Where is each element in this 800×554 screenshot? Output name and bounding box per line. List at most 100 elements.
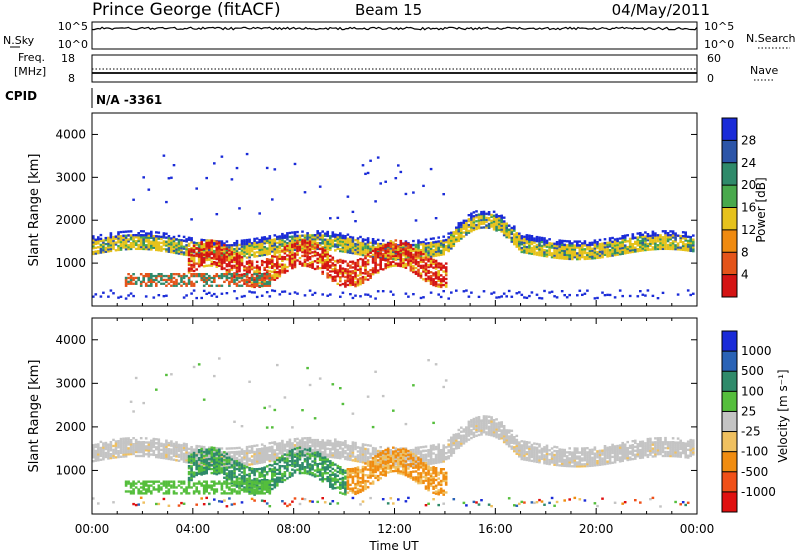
power-cell xyxy=(548,247,551,251)
velocity-cell xyxy=(150,492,153,495)
velocity-cell xyxy=(293,447,297,451)
power-cell xyxy=(190,265,193,269)
power-cell xyxy=(114,235,118,238)
velocity-cell xyxy=(243,482,246,485)
power-cell xyxy=(127,244,130,247)
power-cell xyxy=(379,256,382,259)
power-cell xyxy=(386,258,390,261)
power-cell xyxy=(318,232,322,235)
velocity-cell xyxy=(208,462,211,465)
power-cell xyxy=(563,247,566,251)
power-cell xyxy=(223,259,226,262)
power-cell xyxy=(444,246,448,250)
power-cell xyxy=(268,273,272,276)
power-cell xyxy=(649,240,652,244)
power-cell xyxy=(208,245,211,248)
power-cell xyxy=(671,232,675,235)
power-cell xyxy=(603,249,607,253)
velocity-cell xyxy=(165,484,168,487)
velocity-cell xyxy=(200,469,203,472)
power-cell xyxy=(359,243,362,247)
power-cell xyxy=(359,235,362,239)
power-cell xyxy=(467,223,471,227)
power-cell xyxy=(671,240,675,243)
velocity-cell xyxy=(233,502,236,506)
power-cell xyxy=(369,241,372,245)
power-cell xyxy=(273,278,277,281)
power-cell xyxy=(240,245,244,248)
power-cell xyxy=(492,228,496,231)
power-cell xyxy=(576,244,579,247)
velocity-cell xyxy=(124,453,128,456)
power-cell xyxy=(409,249,413,253)
power-cell xyxy=(308,245,312,249)
power-cell xyxy=(606,293,609,297)
power-cell xyxy=(215,295,219,298)
power-cell xyxy=(107,242,110,245)
power-cell xyxy=(578,257,582,261)
power-cell xyxy=(243,280,246,284)
power-cell xyxy=(424,274,428,277)
power-cell xyxy=(414,255,418,258)
power-cell xyxy=(255,274,259,277)
power-cell xyxy=(399,249,403,252)
velocity-cell xyxy=(124,490,128,493)
power-cell xyxy=(634,248,637,251)
velocity-cell xyxy=(202,450,206,454)
power-cell xyxy=(412,265,415,268)
power-cell xyxy=(273,272,277,276)
power-cell xyxy=(346,249,350,252)
velocity-cell xyxy=(172,482,176,485)
power-cell xyxy=(331,270,335,273)
power-cell xyxy=(507,234,511,237)
power-cell xyxy=(649,238,652,242)
power-cell xyxy=(608,254,612,258)
velocity-cell xyxy=(162,492,166,495)
power-cell xyxy=(276,255,279,258)
power-cell xyxy=(273,248,277,251)
power-cell xyxy=(187,271,191,274)
power-cell xyxy=(291,257,294,260)
power-cell xyxy=(621,294,624,298)
power-cell xyxy=(182,282,186,285)
velocity-cell xyxy=(273,466,277,469)
power-cell xyxy=(674,236,677,239)
power-cell xyxy=(455,238,458,241)
power-cell xyxy=(644,241,647,244)
velocity-cell xyxy=(190,446,193,449)
power-cell xyxy=(611,254,614,257)
power-cell xyxy=(437,246,440,249)
power-cell xyxy=(213,280,216,284)
power-cell xyxy=(439,262,443,265)
power-cell xyxy=(187,242,191,246)
power-cell xyxy=(278,273,282,276)
velocity-cell xyxy=(218,462,221,465)
power-cell xyxy=(641,245,645,248)
power-cell xyxy=(308,242,312,245)
power-cell xyxy=(316,247,319,251)
power-cell xyxy=(470,291,473,294)
velocity-cell xyxy=(225,447,229,450)
power-cell xyxy=(354,271,357,274)
power-cell xyxy=(205,264,208,267)
velocity-cell xyxy=(132,490,135,493)
velocity-cell xyxy=(293,465,297,468)
power-cell xyxy=(119,236,123,240)
power-cell xyxy=(190,267,193,270)
power-cell xyxy=(477,223,481,226)
power-cell xyxy=(291,247,294,251)
power-cell xyxy=(177,246,181,249)
velocity-cell xyxy=(182,480,186,483)
velocity-cell xyxy=(114,442,118,445)
velocity-cell xyxy=(175,486,178,489)
power-cell xyxy=(611,250,614,253)
power-cell xyxy=(107,238,110,241)
power-cell xyxy=(487,211,491,214)
velocity-cell xyxy=(147,486,151,489)
velocity-cell xyxy=(160,452,163,456)
power-cell xyxy=(359,267,362,270)
power-cell xyxy=(424,252,428,255)
power-cell xyxy=(356,284,360,287)
power-cell xyxy=(578,254,582,257)
power-cell xyxy=(253,251,256,254)
